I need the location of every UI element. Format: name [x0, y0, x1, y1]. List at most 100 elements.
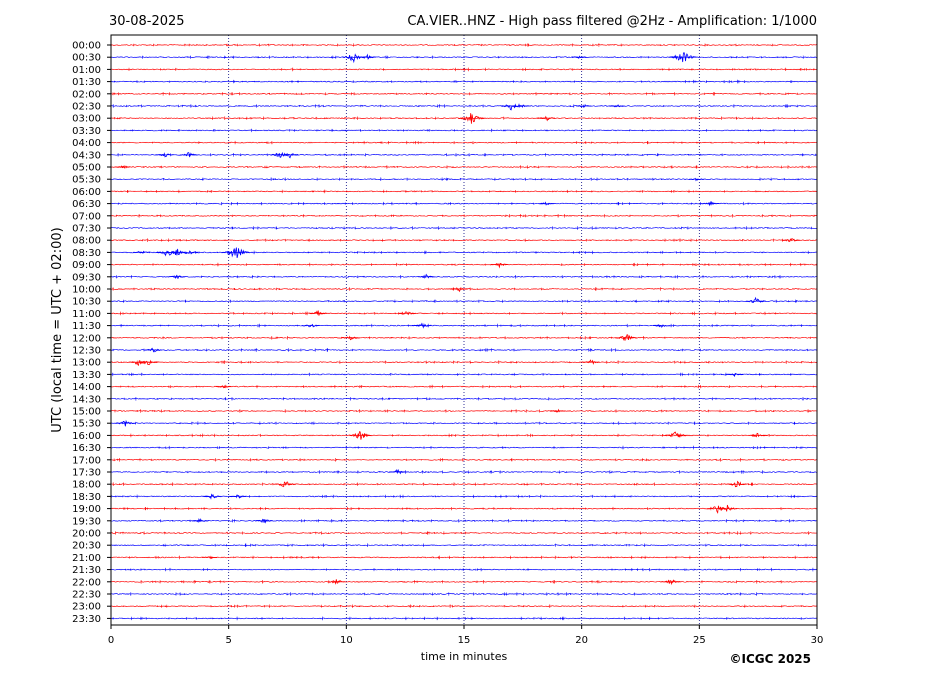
trace-noise — [112, 372, 792, 377]
row-label: 02:00 — [72, 89, 101, 100]
trace-noise — [120, 323, 802, 328]
row-label: 17:00 — [72, 455, 101, 466]
trace-row — [110, 617, 818, 620]
seismic-event — [550, 408, 566, 413]
seismic-event — [115, 165, 131, 169]
chart-date: 30-08-2025 — [109, 14, 185, 29]
trace-noise — [112, 616, 802, 621]
row-label: 02:30 — [72, 102, 101, 113]
trace-noise — [163, 177, 799, 181]
trace-noise — [121, 360, 812, 364]
trace-noise — [158, 445, 803, 450]
row-label: 00:00 — [72, 41, 101, 52]
trace-row — [110, 275, 818, 278]
trace-noise — [123, 299, 808, 303]
row-label: 11:00 — [72, 309, 101, 320]
seismic-event — [191, 517, 209, 523]
row-label: 01:30 — [72, 77, 101, 88]
row-label: 19:30 — [72, 516, 101, 527]
row-label: 10:30 — [72, 297, 101, 308]
row-label: 14:30 — [72, 394, 101, 405]
seismic-event — [156, 152, 174, 158]
trace-row — [110, 544, 818, 547]
trace-noise — [111, 494, 799, 499]
seismic-event — [133, 250, 150, 254]
seismic-event — [358, 53, 376, 60]
row-label: 15:30 — [72, 419, 101, 430]
trace-noise — [123, 506, 782, 511]
trace-noise — [120, 384, 814, 389]
trace-row — [110, 300, 818, 303]
row-label: 04:00 — [72, 138, 101, 149]
trace-row — [110, 239, 818, 242]
row-label: 06:00 — [72, 187, 101, 198]
x-axis-ticks: 0 5 10 15 20 25 30 — [108, 625, 823, 646]
seismic-event — [490, 262, 508, 269]
seismic-event — [398, 311, 417, 316]
trace-noise — [123, 604, 802, 608]
trace-row — [110, 373, 818, 376]
seismic-event — [389, 468, 407, 475]
trace-noise — [150, 226, 812, 230]
trace-row — [110, 471, 818, 473]
trace-row — [110, 410, 818, 412]
row-label: 14:00 — [72, 382, 101, 393]
seismic-event — [221, 247, 250, 259]
seismic-event — [702, 200, 720, 207]
seismic-event — [115, 419, 135, 427]
trace-row — [110, 507, 818, 510]
row-label: 15:00 — [72, 407, 101, 418]
trace-noise — [115, 531, 809, 535]
plot-frame — [110, 34, 818, 626]
y-axis-label: UTC (local time = UTC + 02:00) — [50, 227, 65, 432]
trace-noise — [124, 128, 795, 133]
trace-noise — [127, 189, 766, 194]
trace-noise — [114, 409, 811, 413]
copyright: ©ICGC 2025 — [729, 652, 811, 666]
trace-noise — [113, 458, 796, 462]
row-label: 22:30 — [72, 590, 101, 601]
trace-row — [110, 105, 818, 107]
trace-row — [110, 495, 818, 498]
seismic-event — [653, 323, 671, 328]
trace-noise — [152, 140, 794, 145]
trace-noise — [125, 421, 795, 425]
trace-row — [110, 580, 818, 583]
trace-row — [110, 263, 818, 266]
x-tick-label: 10 — [340, 635, 353, 646]
trace-noise — [160, 519, 816, 523]
row-label: 09:30 — [72, 272, 101, 283]
trace-noise — [114, 79, 793, 84]
row-label: 05:30 — [72, 175, 101, 186]
seismic-event — [215, 384, 232, 389]
seismic-event — [201, 555, 218, 560]
seismic-traces — [110, 43, 818, 621]
row-label: 08:30 — [72, 248, 101, 259]
trace-noise — [123, 397, 808, 401]
row-label: 07:00 — [72, 211, 101, 222]
trace-row — [110, 361, 818, 364]
row-label: 18:00 — [72, 480, 101, 491]
vertical-gridlines — [228, 35, 700, 625]
seismic-event — [274, 481, 296, 488]
trace-row — [110, 80, 818, 83]
row-label: 00:30 — [72, 53, 101, 64]
seismic-event — [417, 273, 435, 279]
trace-row — [110, 458, 818, 461]
seismic-event — [537, 115, 555, 122]
seismic-event — [168, 274, 186, 279]
row-label: 04:30 — [72, 150, 101, 161]
trace-noise — [154, 336, 811, 340]
seismic-event — [348, 431, 372, 440]
trace-noise — [128, 67, 815, 72]
row-label: 19:00 — [72, 504, 101, 515]
seismic-event — [581, 359, 600, 365]
row-label: 06:30 — [72, 199, 101, 210]
seismic-event — [179, 152, 198, 158]
row-label: 22:00 — [72, 577, 101, 588]
row-label: 16:30 — [72, 443, 101, 454]
row-label: 03:00 — [72, 114, 101, 125]
